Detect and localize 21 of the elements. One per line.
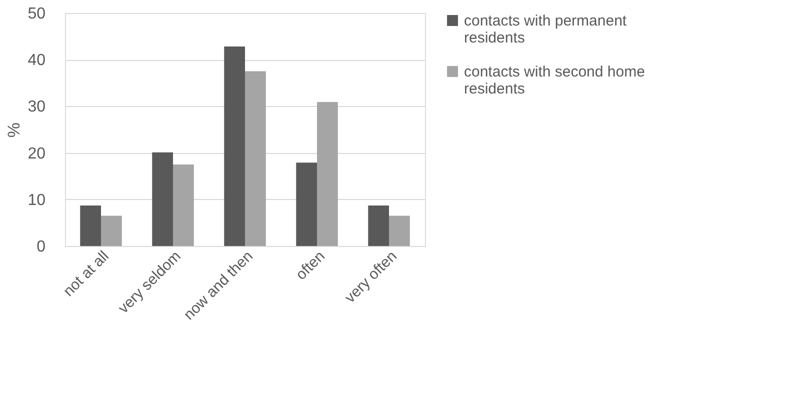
legend-label: contacts with second home residents (464, 64, 645, 98)
bar (389, 216, 410, 246)
bar (80, 205, 101, 246)
x-tick-label: not at all (60, 248, 112, 300)
y-axis-title: % (4, 122, 24, 138)
y-tick-label: 10 (28, 192, 46, 209)
bar (245, 71, 266, 246)
bar (101, 216, 122, 246)
legend-label: contacts with permanent residents (464, 12, 628, 46)
y-tick-label: 50 (28, 6, 46, 22)
y-tick-label: 30 (28, 98, 46, 116)
bar (152, 152, 173, 246)
bar (224, 46, 245, 246)
y-tick-label: 20 (28, 145, 46, 162)
x-tick-label: now and then (180, 248, 256, 324)
bar (173, 164, 194, 246)
y-tick-label: 40 (28, 52, 46, 70)
y-tick-label: 0 (36, 238, 46, 256)
bar (296, 162, 317, 246)
bar (317, 102, 338, 246)
bar (368, 205, 389, 246)
